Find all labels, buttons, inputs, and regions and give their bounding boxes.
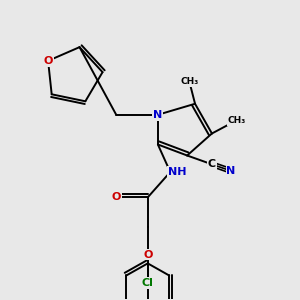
Text: N: N xyxy=(226,166,236,176)
Text: Cl: Cl xyxy=(142,278,154,288)
Text: O: O xyxy=(112,192,121,202)
Text: NH: NH xyxy=(168,167,186,177)
Text: CH₃: CH₃ xyxy=(180,77,199,86)
Text: O: O xyxy=(143,250,152,260)
Text: O: O xyxy=(44,56,53,66)
Text: N: N xyxy=(153,110,163,120)
Text: C: C xyxy=(208,159,216,169)
Text: CH₃: CH₃ xyxy=(228,116,246,125)
